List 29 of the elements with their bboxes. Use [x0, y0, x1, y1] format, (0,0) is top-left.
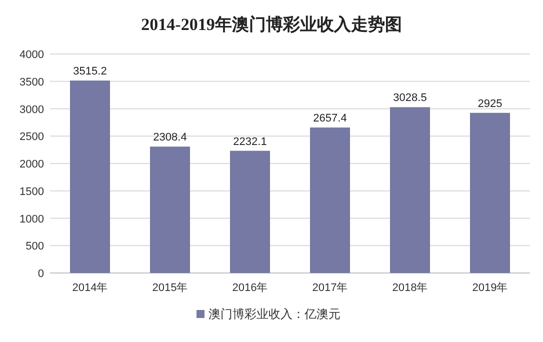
y-tick-label: 4000 — [20, 49, 44, 61]
y-tick-label: 1000 — [20, 213, 44, 226]
x-tick-label: 2017年 — [312, 282, 348, 294]
bar — [310, 128, 350, 273]
bar — [70, 80, 110, 273]
y-tick-label: 3500 — [20, 76, 44, 88]
bar — [390, 107, 430, 273]
bar — [230, 150, 270, 273]
bar — [470, 112, 510, 273]
data-label: 2232.1 — [233, 136, 267, 148]
y-tick-label: 3000 — [20, 104, 44, 116]
chart-title: 2014-2019年澳门博彩业收入走势图 — [141, 15, 402, 34]
data-label: 3028.5 — [393, 92, 427, 104]
y-tick-label: 2000 — [20, 158, 44, 170]
data-label: 3515.2 — [73, 66, 107, 78]
y-tick-label: 1500 — [20, 186, 44, 198]
bar — [150, 146, 190, 273]
y-tick-label: 0 — [38, 268, 44, 280]
x-tick-label: 2014年 — [72, 282, 108, 294]
legend-label: 澳门博彩业收入：亿澳元 — [208, 307, 340, 321]
x-tick-label: 2015年 — [152, 282, 188, 294]
y-tick-label: 500 — [26, 240, 44, 253]
x-tick-label: 2019年 — [472, 282, 508, 294]
x-tick-label: 2018年 — [392, 282, 428, 294]
data-label: 2657.4 — [313, 112, 347, 125]
data-label: 2925 — [478, 98, 502, 110]
x-tick-label: 2016年 — [232, 282, 268, 294]
y-tick-label: 2500 — [20, 131, 44, 144]
data-label: 2308.4 — [153, 132, 187, 144]
